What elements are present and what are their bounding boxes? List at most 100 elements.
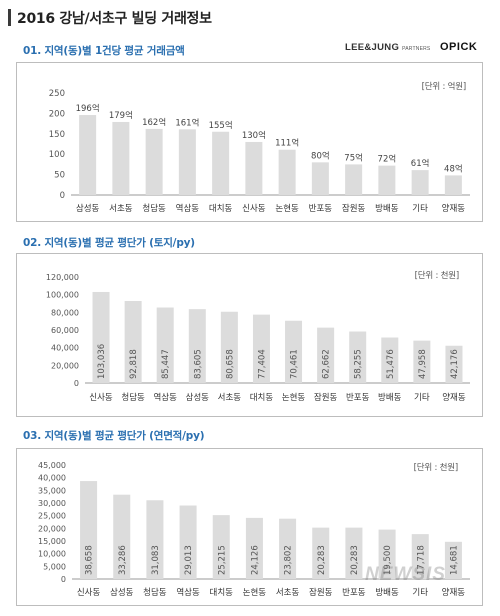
data-label: 75억 <box>344 152 363 163</box>
y-tick-label: 40,000 <box>38 474 66 483</box>
y-tick-label: 50 <box>54 171 65 181</box>
category-label: 방배동 <box>375 203 399 214</box>
y-tick-label: 10,000 <box>38 550 66 559</box>
data-label: 62,662 <box>322 349 332 379</box>
bar <box>179 505 197 579</box>
category-label: 삼성동 <box>186 392 210 403</box>
brand-logo-opick: OPICK <box>440 41 478 53</box>
y-tick-label: 200 <box>49 109 65 119</box>
category-label: 반포동 <box>346 392 370 403</box>
data-label: 83,605 <box>193 349 203 379</box>
chart2-unit: [단위 : 천원] <box>414 271 460 281</box>
bar <box>212 515 230 579</box>
data-label: 196억 <box>76 103 100 114</box>
y-tick-label: 150 <box>49 130 65 140</box>
bar <box>79 115 97 195</box>
category-label: 잠원동 <box>342 203 366 214</box>
category-label: 대치동 <box>209 204 233 214</box>
category-label: 논현동 <box>243 588 267 598</box>
data-label: 17,718 <box>416 545 426 575</box>
header-accent-bar <box>8 9 11 26</box>
category-label: 신사동 <box>242 204 266 214</box>
bar <box>156 307 174 383</box>
chart2-panel: [단위 : 천원] 0 20,000 40,000 60,000 80,000 100,0… <box>16 253 483 417</box>
data-label: 130억 <box>242 130 266 141</box>
category-label: 대치동 <box>250 393 274 403</box>
category-label: 신사동 <box>89 393 113 403</box>
data-label: 61억 <box>411 158 430 169</box>
data-label: 103,036 <box>97 344 107 379</box>
bar <box>112 121 130 195</box>
data-label: 20,283 <box>317 545 327 575</box>
data-label: 85,447 <box>161 349 171 379</box>
bar <box>146 500 164 579</box>
y-tick-label: 80,000 <box>51 308 79 317</box>
bar <box>80 481 98 579</box>
y-tick-label: 25,000 <box>38 512 66 521</box>
bar <box>278 149 296 195</box>
data-label: 92,818 <box>129 349 139 379</box>
data-label: 23,802 <box>284 545 294 575</box>
bar <box>245 141 263 195</box>
chart2-svg: 0 20,000 40,000 60,000 80,000 100,000 120,000 1… <box>46 273 470 403</box>
data-label: 111억 <box>275 138 299 149</box>
category-label: 기타 <box>414 393 430 403</box>
data-label: 162억 <box>142 117 166 128</box>
bar <box>145 128 163 195</box>
data-label: 29,013 <box>184 545 194 575</box>
y-tick-label: 5,000 <box>43 562 66 571</box>
bar <box>212 131 230 195</box>
y-tick-label: 35,000 <box>38 486 66 495</box>
page-title: 2016 강남/서초구 빌딩 거래정보 <box>17 11 212 27</box>
bar <box>345 527 363 579</box>
chart2-title: 02. 지역(동)별 평균 평단가 (토지/py) <box>23 237 195 249</box>
y-tick-label: 100,000 <box>46 291 79 300</box>
bar <box>124 301 142 383</box>
category-label: 잠원동 <box>309 587 333 598</box>
bar <box>252 314 270 383</box>
y-tick-label: 20,000 <box>38 524 66 533</box>
bar <box>188 309 206 383</box>
bar <box>317 327 335 383</box>
y-tick-label: 40,000 <box>51 344 79 353</box>
data-label: 77,404 <box>257 349 267 379</box>
data-label: 42,176 <box>450 349 460 379</box>
y-tick-label: 250 <box>49 89 65 99</box>
y-tick-label: 60,000 <box>51 326 79 335</box>
bar <box>312 527 330 579</box>
category-label: 양재동 <box>442 392 466 403</box>
data-label: 179억 <box>109 110 133 121</box>
data-label: 70,461 <box>290 349 300 379</box>
bar <box>381 337 399 383</box>
category-label: 논현동 <box>282 393 306 403</box>
category-label: 삼성동 <box>76 203 100 214</box>
data-label: 20,283 <box>350 545 360 575</box>
bar <box>444 175 462 195</box>
bar <box>92 291 110 383</box>
category-label: 방배동 <box>375 587 399 598</box>
bar <box>444 541 462 579</box>
category-label: 서초동 <box>218 393 242 403</box>
category-label: 잠원동 <box>314 392 338 403</box>
y-tick-label: 100 <box>49 150 65 160</box>
category-label: 서초동 <box>276 588 300 598</box>
data-label: 155억 <box>209 120 233 131</box>
page-header: 2016 강남/서초구 빌딩 거래정보 <box>0 0 500 34</box>
category-label: 반포동 <box>309 203 333 214</box>
chart1-title: 01. 지역(동)별 1건당 평균 거래금액 <box>23 45 185 57</box>
data-label: 31,083 <box>151 545 161 575</box>
bar <box>411 534 429 579</box>
data-label: 19,500 <box>383 545 393 575</box>
category-label: 반포동 <box>342 587 366 598</box>
category-label: 역삼동 <box>176 587 200 598</box>
bar <box>345 164 363 195</box>
data-label: 47,958 <box>418 349 428 379</box>
data-label: 14,681 <box>449 545 459 575</box>
brand-logo-leejung: LEE&JUNG PARTNERS <box>345 42 431 53</box>
category-label: 방배동 <box>378 392 402 403</box>
category-label: 청담동 <box>143 587 167 598</box>
y-tick-label: 0 <box>74 379 79 388</box>
data-label: 72억 <box>378 154 397 165</box>
category-label: 역삼동 <box>176 203 200 214</box>
